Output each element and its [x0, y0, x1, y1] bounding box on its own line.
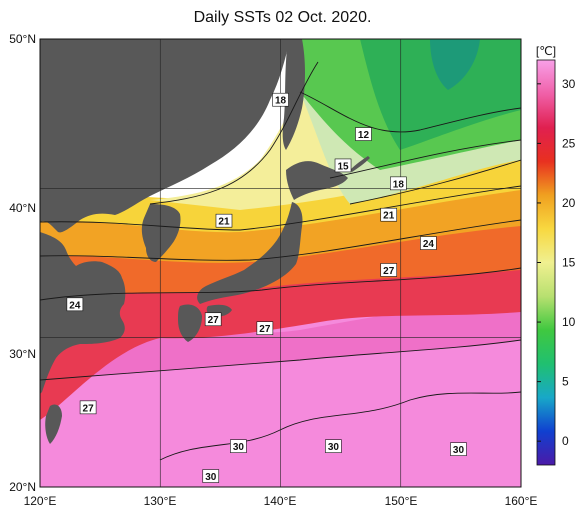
land-korea-china	[40, 232, 126, 394]
sst-band-6	[430, 39, 480, 90]
colorbar-tick-label: 25	[562, 136, 576, 150]
y-tick-label: 30°N	[9, 347, 36, 361]
colorbar-tick-label: 5	[562, 375, 569, 389]
contour-label: 30	[325, 439, 342, 453]
colorbar: [℃] 0 5 10 15 20 25 30	[536, 44, 576, 466]
y-tick-label: 20°N	[9, 480, 36, 494]
contour-label-box	[256, 321, 274, 336]
contour-label-text: 18	[393, 179, 405, 190]
colorbar-tick-label: 10	[562, 315, 576, 329]
land-kurile	[350, 156, 370, 172]
contour-label-text: 30	[233, 442, 245, 453]
y-axis-labels: 50°N 40°N 30°N 20°N	[9, 32, 36, 494]
y-tick-label: 40°N	[9, 201, 36, 215]
land-korea-peninsula	[141, 204, 181, 262]
contour-27	[40, 267, 521, 301]
land-taiwan	[45, 404, 62, 444]
contour-label: 21	[380, 207, 398, 222]
contour-label-text: 27	[208, 315, 220, 326]
contour-24	[40, 219, 521, 261]
x-tick-label: 150°E	[385, 494, 418, 508]
contour-label-box	[380, 263, 398, 277]
contour-label-box	[204, 312, 222, 327]
land-hokkaido	[286, 161, 348, 200]
land-asia	[40, 39, 290, 233]
map-title: Daily SSTs 02 Oct. 2020.	[193, 9, 372, 26]
contour-18b	[349, 159, 521, 205]
colorbar-unit: [℃]	[536, 44, 556, 58]
contour-label-text: 21	[383, 211, 395, 222]
contour-label-box	[66, 297, 84, 312]
map-frame	[39, 38, 522, 488]
contour-label: 27	[79, 400, 97, 415]
contour-label-box	[355, 127, 372, 141]
contour-label-text: 27	[83, 403, 95, 414]
contour-label-layer: 18 12 15 18 21 21 24 27 24 27 27 27 30 30 30 30	[66, 92, 467, 483]
land-sakhalin	[282, 39, 305, 150]
x-axis-labels: 120°E 130°E 140°E 150°E 160°E	[24, 494, 538, 508]
contour-18	[149, 61, 319, 205]
contour-label: 18	[390, 176, 407, 191]
contour-label-box	[79, 400, 97, 415]
colorbar-tick-label: 0	[562, 434, 569, 448]
contour-29	[40, 339, 521, 381]
x-tick-label: 160°E	[505, 494, 538, 508]
contour-label: 18	[272, 92, 289, 107]
contour-label-box	[230, 439, 247, 453]
x-tick-label: 130°E	[144, 494, 177, 508]
contour-label-box	[380, 207, 398, 222]
contour-label: 21	[215, 213, 233, 228]
land-kyushu	[178, 304, 202, 342]
contour-label: 24	[66, 297, 84, 312]
contour-label-text: 24	[69, 300, 81, 311]
contour-label-box	[202, 469, 220, 483]
contour-label-box	[390, 176, 407, 191]
contour-label-text: 27	[383, 266, 395, 277]
contour-label: 12	[355, 127, 372, 141]
contour-label: 15	[334, 158, 352, 173]
x-tick-label: 120°E	[24, 494, 57, 508]
contour-label-box	[272, 92, 289, 107]
contour-label: 30	[450, 442, 467, 456]
contour-label-box	[450, 442, 467, 456]
contour-label: 24	[420, 236, 437, 250]
x-tick-label: 140°E	[264, 494, 297, 508]
contour-label-box	[420, 236, 437, 250]
contour-label: 27	[256, 321, 274, 336]
contour-label-text: 30	[453, 445, 465, 456]
colorbar-tick-label: 30	[562, 77, 576, 91]
colorbar-tick-label: 15	[562, 256, 576, 270]
colorbar-tick-label: 20	[562, 196, 576, 210]
grid-lines	[40, 39, 521, 487]
y-tick-label: 50°N	[9, 32, 36, 46]
contour-15	[329, 139, 521, 179]
sst-band-10	[360, 39, 521, 150]
contour-label-text: 30	[328, 442, 340, 453]
contour-30	[159, 391, 521, 461]
contour-label: 27	[380, 263, 398, 277]
contour-label-text: 30	[205, 472, 217, 483]
contour-label-text: 27	[259, 324, 271, 335]
contour-label: 30	[202, 469, 220, 483]
contour-label-text: 18	[275, 96, 287, 107]
contour-label: 27	[204, 312, 222, 327]
colorbar-ticks: 0 5 10 15 20 25 30	[537, 77, 576, 448]
contour-label-text: 21	[218, 217, 230, 228]
land-honshu	[197, 202, 303, 304]
land-island-small	[186, 122, 195, 132]
contour-21	[40, 185, 521, 231]
contour-label-box	[215, 213, 233, 228]
contour-label-text: 24	[423, 239, 435, 250]
contour-12	[299, 91, 521, 133]
contour-label-text: 12	[358, 130, 370, 141]
contour-lines	[40, 61, 521, 461]
contour-label-box	[325, 439, 342, 453]
contour-label-box	[334, 158, 352, 173]
contour-label-text: 15	[337, 161, 349, 172]
contour-label: 30	[230, 439, 247, 453]
